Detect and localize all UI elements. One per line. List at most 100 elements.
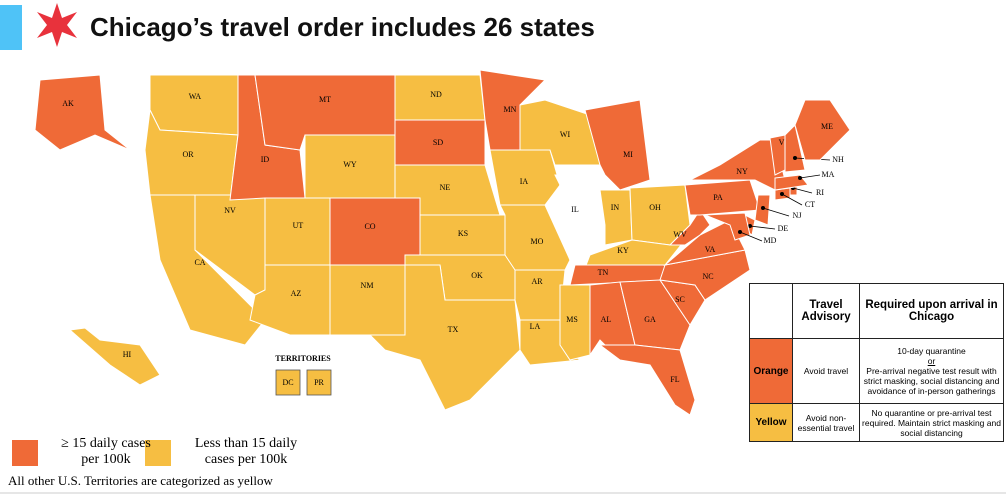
legend-swatch: [12, 440, 38, 466]
advisory-cell: Avoid non-essential travel: [792, 403, 860, 442]
state: [598, 344, 696, 416]
state-label: OR: [182, 150, 194, 159]
requirement-line: 10-day quarantine: [897, 346, 966, 356]
leader-dot: [780, 192, 784, 196]
state-label: IN: [611, 203, 620, 212]
advisory-table: Travel Advisory Required upon arrival in …: [749, 283, 1004, 442]
state-label: NH: [832, 155, 844, 164]
state-label: NM: [361, 281, 374, 290]
territory-label: DC: [282, 378, 293, 387]
state-label: KY: [617, 246, 629, 255]
requirement-cell: No quarantine or pre-arrival test requir…: [859, 403, 1004, 442]
leader-dot: [798, 176, 802, 180]
state-label: IA: [520, 177, 529, 186]
state-label: AZ: [291, 289, 302, 298]
legend-line: per 100k: [81, 452, 131, 467]
leader-line: [762, 207, 790, 217]
state: [549, 174, 606, 266]
legend-swatch: [145, 440, 171, 466]
state: [619, 279, 691, 351]
state: [368, 264, 521, 411]
state-label: SC: [675, 295, 685, 304]
states: AK HI WA OR CA NV ID MT WY UT CO AZ NM ND SD NE KS OK TX MN…: [12, 69, 851, 466]
state-label: NV: [224, 206, 236, 215]
legend-line: cases per 100k: [204, 452, 288, 467]
state-label: LA: [530, 322, 541, 331]
state-label: PA: [713, 193, 723, 202]
state: [784, 124, 806, 173]
legend-line: Less than 15 daily: [194, 436, 298, 451]
header-cell: Required upon arrival in Chicago: [859, 283, 1004, 339]
state-label: TN: [598, 268, 609, 277]
leader-line: [799, 174, 821, 179]
state-label: ID: [261, 155, 270, 164]
advisory-cell: Avoid travel: [792, 338, 860, 404]
legend-label: Less than 15 daily cases per 100k: [186, 436, 306, 468]
state-label: CT: [805, 200, 815, 209]
territories-title: TERRITORIES: [275, 354, 331, 363]
state-label: MS: [566, 315, 578, 324]
state-label: WV: [673, 230, 687, 239]
state-label: DE: [778, 224, 789, 233]
state-label: MT: [319, 95, 331, 104]
corner: [749, 283, 793, 339]
requirement-line: Pre-arrival negative test result with st…: [863, 366, 1000, 396]
state: [329, 264, 406, 336]
state: [684, 179, 761, 216]
leader-dot: [738, 230, 742, 234]
state-label: NE: [440, 183, 451, 192]
state-label: NY: [736, 167, 748, 176]
state-label: AR: [531, 277, 543, 286]
requirement-cell: 10-day quarantine or Pre-arrival negative …: [859, 338, 1004, 404]
state-label: WI: [560, 130, 571, 139]
state-label: AK: [62, 99, 74, 108]
state: [68, 327, 161, 386]
state: [599, 189, 633, 246]
requirement-line: or: [927, 356, 936, 366]
state-label: GA: [644, 315, 656, 324]
header-cell: Travel Advisory: [792, 283, 860, 339]
leader-dot: [748, 224, 752, 228]
leader-line: [749, 225, 776, 230]
legend-line: ≥ 15 daily cases: [61, 436, 151, 451]
state-label: OK: [471, 271, 483, 280]
leader-line: [781, 193, 803, 206]
state-label: ME: [821, 122, 833, 131]
footnote: All other U.S. Territories are categoriz…: [8, 473, 273, 488]
state-label: MD: [764, 236, 777, 245]
state: [34, 74, 131, 151]
state-label: WY: [343, 160, 357, 169]
state-label: SD: [433, 138, 443, 147]
territory: [306, 369, 332, 396]
state-label: FL: [670, 375, 679, 384]
state-label: RI: [816, 188, 824, 197]
legend-label: ≥ 15 daily cases per 100k: [46, 436, 166, 468]
state: [149, 74, 239, 136]
state-label: HI: [123, 350, 132, 359]
requirement-line: No quarantine or pre-arrival test requir…: [862, 407, 1001, 438]
state-label: MO: [531, 237, 544, 246]
state-label: IL: [571, 205, 579, 214]
state-label: ND: [430, 90, 442, 99]
state: [264, 197, 331, 266]
territory: [275, 369, 301, 396]
state-label: VA: [705, 245, 716, 254]
star-icon: [37, 3, 77, 47]
state: [668, 209, 711, 246]
state-label: CA: [194, 258, 205, 267]
state: [559, 284, 591, 361]
state-label: MN: [504, 105, 517, 114]
state-label: TX: [448, 325, 459, 334]
status-cell: Orange: [749, 338, 793, 404]
state-label: MA: [822, 170, 835, 179]
state: [519, 99, 601, 166]
territory-label: PR: [314, 378, 324, 387]
state-label: OH: [649, 203, 661, 212]
state-label: NC: [702, 272, 713, 281]
state-label: WA: [189, 92, 202, 101]
state-label: MI: [623, 150, 633, 159]
leader-line: [739, 231, 763, 242]
status-cell: Yellow: [749, 403, 793, 442]
